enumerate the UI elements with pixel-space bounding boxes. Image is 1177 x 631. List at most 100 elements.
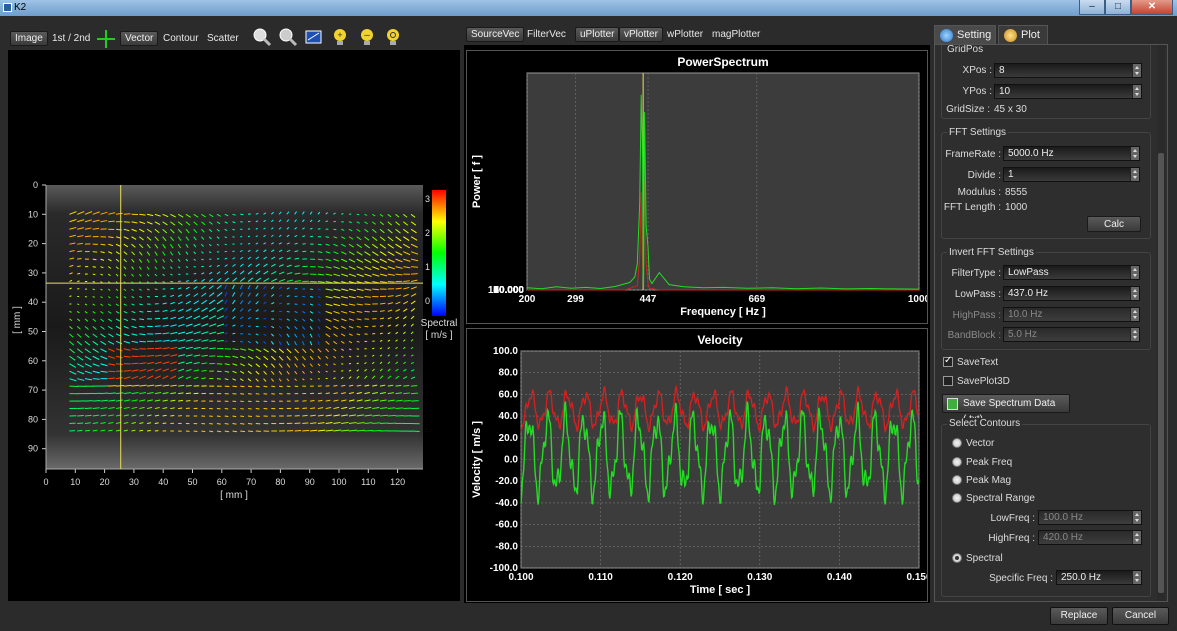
vector-arrow (139, 414, 145, 417)
vector-arrow (131, 325, 137, 329)
vector-arrow (395, 221, 401, 226)
tab-filtervec[interactable]: FilterVec (527, 29, 566, 40)
vector-button[interactable]: Vector (120, 31, 159, 46)
vector-arrow (209, 347, 216, 350)
bulb-minus-icon[interactable]: – (358, 27, 376, 47)
bandblock-field[interactable]: 5.0 Hz (1003, 327, 1140, 342)
vector-field-panel: 0 10 20 30 40 50 60 70 80 90 100 110 120 0 10 20 30 40 50 6… (8, 50, 460, 601)
vector-arrow (92, 211, 100, 215)
vector-arrow (100, 288, 103, 291)
highfreq-field[interactable]: 420.0 Hz (1038, 530, 1142, 545)
vector-arrow (170, 399, 176, 402)
vector-field-plot[interactable]: 0 10 20 30 40 50 60 70 80 90 100 110 120010203040506… (8, 50, 460, 601)
velocity-chart[interactable]: Velocity 100.0 80.0 60.0 40.0 20.0 0.0 -20.0 -40… (467, 329, 932, 601)
vector-arrow (247, 300, 252, 305)
vector-arrow (317, 243, 322, 246)
scatter-button[interactable]: Scatter (207, 33, 239, 44)
vector-arrow (201, 323, 209, 327)
saveplot3d-checkbox[interactable] (943, 376, 953, 386)
vector-arrow (232, 355, 239, 359)
divide-select[interactable]: 1 (1003, 167, 1140, 182)
contour-button[interactable]: Contour (163, 33, 199, 44)
vector-arrow (356, 318, 362, 321)
close-button[interactable]: ✕ (1131, 0, 1173, 15)
zoom-in-icon[interactable] (252, 27, 272, 47)
minimize-button[interactable]: – (1079, 0, 1105, 15)
vector-arrow (302, 303, 306, 306)
vector-arrow (255, 300, 259, 305)
vector-arrow (131, 296, 135, 299)
vector-arrow (333, 385, 338, 387)
vector-arrow (356, 375, 360, 380)
vector-arrow (341, 273, 349, 277)
vector-arrow (379, 399, 387, 402)
vector-arrow (317, 392, 322, 395)
vector-arrow (270, 333, 275, 337)
bulb-plus-icon[interactable]: + (331, 27, 349, 47)
ifft-title: Invert FFT Settings (947, 247, 1036, 258)
vector-arrow (240, 340, 243, 343)
vector-arrow (356, 273, 364, 277)
tab-vplotter[interactable]: vPlotter (619, 27, 663, 42)
tab-setting[interactable]: Setting (934, 25, 996, 44)
power-spectrum-chart[interactable]: PowerSpectrum 100.00090.00080.00070.00060… (467, 51, 931, 323)
tab-sourcevec[interactable]: SourceVec (466, 27, 525, 42)
savetext-checkbox[interactable] (943, 355, 953, 367)
cancel-button[interactable]: Cancel (1112, 607, 1169, 625)
vector-arrow (372, 414, 380, 417)
vector-arrow (232, 370, 237, 374)
vector-arrow (263, 256, 268, 260)
ypos-field[interactable]: 10 (994, 84, 1142, 99)
vector-arrow (100, 211, 108, 215)
maximize-button[interactable]: □ (1105, 0, 1131, 15)
tab-magplotter[interactable]: magPlotter (712, 29, 761, 40)
highpass-value: 10.0 Hz (1008, 309, 1043, 320)
settings-scroll-thumb[interactable] (1158, 153, 1164, 593)
gridsize-label: GridSize : (946, 104, 990, 115)
specific-freq-label: Specific Freq : (989, 573, 1053, 584)
tab-uplotter[interactable]: uPlotter (575, 27, 620, 42)
tab-plot[interactable]: Plot (998, 25, 1048, 44)
vector-arrow (224, 332, 228, 335)
image-button[interactable]: Image (10, 31, 48, 46)
crosshair-icon[interactable] (96, 29, 116, 49)
vector-arrow (302, 310, 306, 314)
radio-peakfreq-label: Peak Freq (966, 457, 1013, 468)
vector-arrow (69, 219, 77, 223)
calc-button[interactable]: Calc (1087, 216, 1141, 232)
save-spectrum-button[interactable]: Save Spectrum Data (.txt) (942, 394, 1070, 425)
highpass-field[interactable]: 10.0 Hz (1003, 307, 1140, 322)
bulb-reset-icon[interactable] (384, 27, 402, 47)
lowpass-field[interactable]: 437.0 Hz (1003, 286, 1140, 301)
radio-vector[interactable] (952, 438, 962, 448)
tab-wplotter[interactable]: wPlotter (667, 29, 704, 40)
xpos-field[interactable]: 8 (994, 63, 1142, 78)
vector-arrow (286, 326, 290, 330)
vector-arrow (348, 369, 352, 372)
zoom-out-icon[interactable] (278, 27, 298, 47)
vector-arrow (294, 287, 298, 290)
filtertype-select[interactable]: LowPass (1003, 265, 1140, 280)
y-tick-label: -40.0 (495, 498, 518, 509)
image-icon[interactable] (304, 28, 324, 46)
vector-arrow (317, 429, 326, 432)
ypos-value: 10 (999, 86, 1011, 97)
radio-spectral[interactable] (952, 553, 962, 563)
vector-arrow (185, 280, 189, 283)
radio-peakfreq[interactable] (952, 457, 962, 467)
settings-scrollbar[interactable] (1157, 45, 1165, 601)
vector-arrow (317, 407, 324, 410)
radio-spectral-range[interactable] (952, 493, 962, 503)
vector-arrow (340, 340, 345, 344)
lowfreq-field[interactable]: 100.0 Hz (1038, 510, 1142, 525)
specific-freq-field[interactable]: 250.0 Hz (1056, 570, 1142, 585)
replace-button[interactable]: Replace (1050, 607, 1108, 625)
vector-arrow (154, 361, 162, 365)
radio-peakmag[interactable] (952, 475, 962, 485)
vector-arrow (115, 266, 119, 270)
vector-arrow (387, 258, 395, 263)
framerate-field[interactable]: 5000.0 Hz (1003, 146, 1140, 161)
first-second-toggle[interactable]: 1st / 2nd (52, 33, 91, 44)
vector-arrow (69, 370, 77, 375)
vector-arrow (317, 399, 323, 402)
